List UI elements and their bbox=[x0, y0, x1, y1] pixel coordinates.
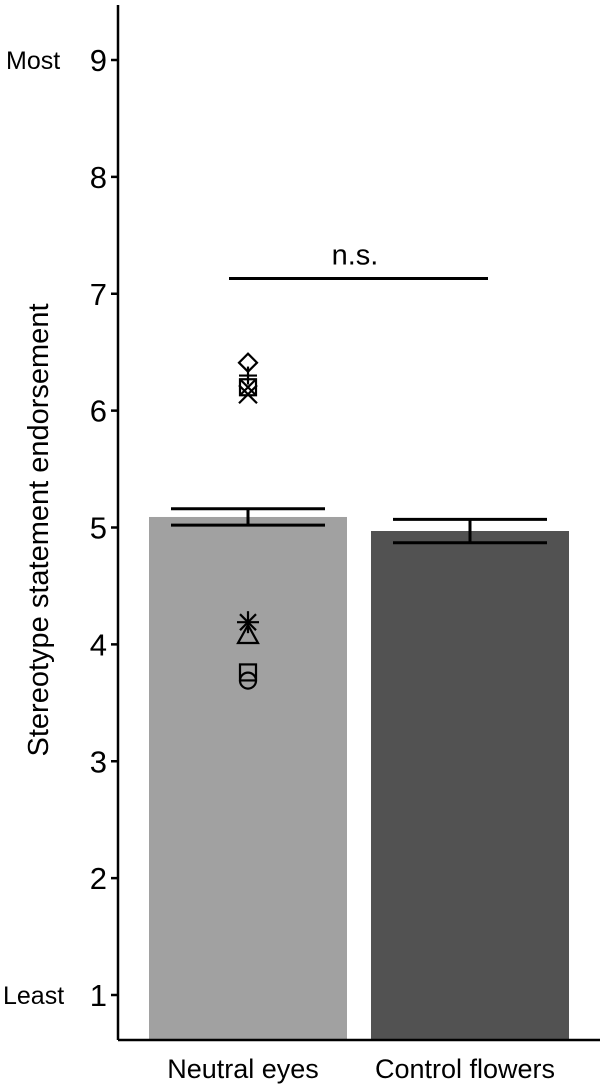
bar-control-flowers bbox=[371, 531, 569, 1040]
y-tick-label: 5 bbox=[90, 511, 107, 546]
y-tick-label: 1 bbox=[90, 978, 107, 1013]
y-tick-label: 7 bbox=[90, 277, 107, 312]
bars bbox=[149, 517, 569, 1040]
y-axis-label: Stereotype statement endorsement bbox=[23, 304, 55, 757]
x-tick-label: Neutral eyes bbox=[167, 1054, 319, 1084]
y-tick-label: 6 bbox=[90, 394, 107, 429]
x-tick-labels: Neutral eyes Control flowers bbox=[167, 1054, 555, 1084]
y-anchor-most: Most bbox=[6, 47, 60, 75]
marker-asterisk bbox=[237, 611, 259, 633]
bar-neutral-eyes bbox=[149, 517, 347, 1040]
y-ticks: 1 2 3 4 5 6 7 8 9 bbox=[90, 43, 118, 1013]
y-tick-label: 8 bbox=[90, 160, 107, 195]
y-tick-label: 3 bbox=[90, 744, 107, 779]
y-tick-label: 2 bbox=[90, 861, 107, 896]
x-tick-label: Control flowers bbox=[375, 1054, 555, 1084]
significance-bracket: n.s. bbox=[229, 240, 488, 279]
y-tick-label: 9 bbox=[90, 43, 107, 78]
y-anchor-least: Least bbox=[3, 982, 64, 1010]
y-tick-label: 4 bbox=[90, 627, 107, 662]
significance-label: n.s. bbox=[332, 240, 379, 272]
